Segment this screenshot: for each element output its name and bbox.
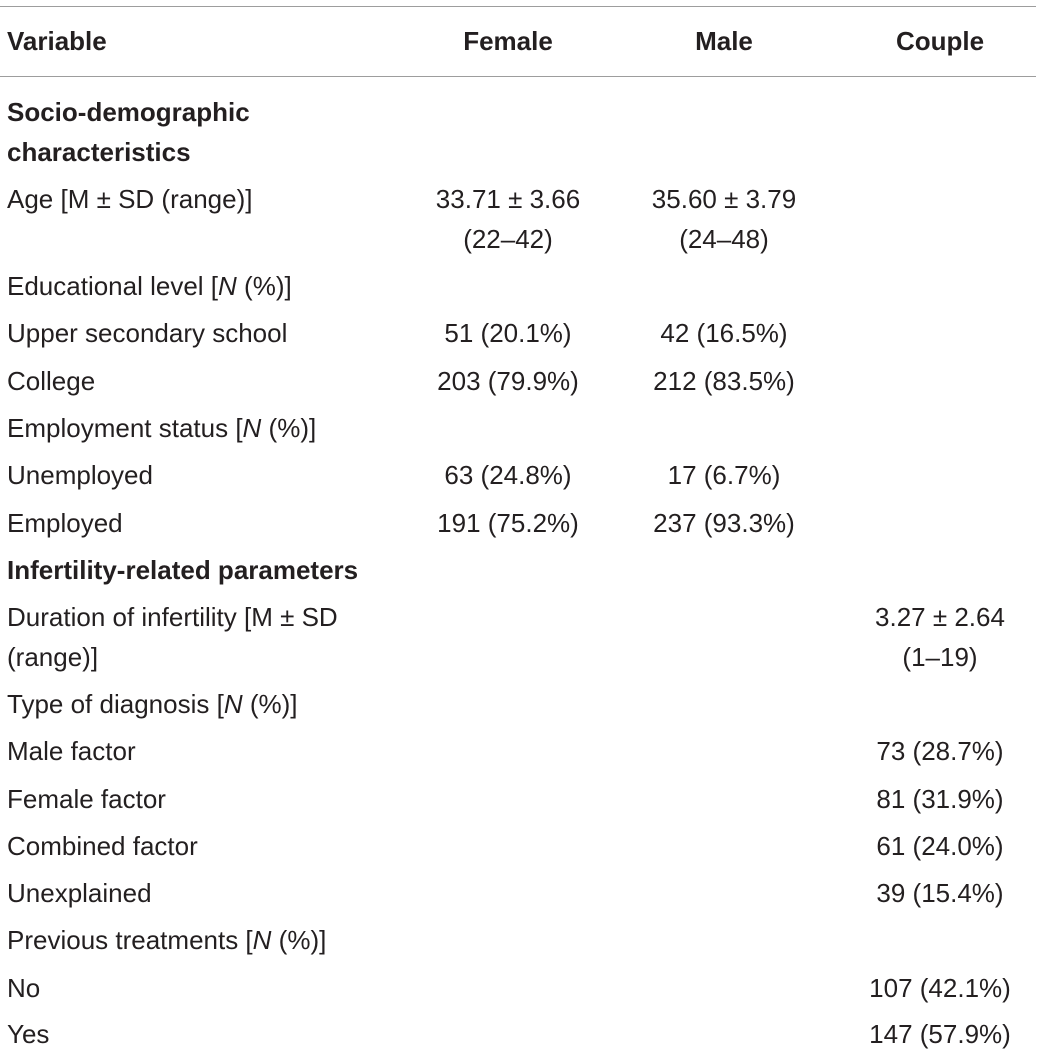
male-value: 237 (93.3%) [653,508,795,538]
male-value: 212 (83.5%) [653,366,795,396]
male-value: 17 (6.7%) [667,460,781,490]
row-label: Type of diagnosis [N (%)] [7,689,298,719]
section-title-line1: Socio-demographic [7,97,250,127]
couple-value: 73 (28.7%) [876,736,1004,766]
row-label: Unexplained [7,878,152,908]
row-label: Employed [7,508,123,538]
female-value: 63 (24.8%) [444,460,572,490]
male-value: 42 (16.5%) [660,318,788,348]
row-label: Female factor [7,784,166,814]
male-range: (24–48) [679,224,769,254]
row-label: College [7,366,96,396]
header-male: Male [695,26,753,56]
row-label: Educational level [N (%)] [7,271,292,301]
female-value: 191 (75.2%) [437,508,579,538]
female-value: 203 (79.9%) [437,366,579,396]
row-label: Duration of infertility [M ± SD [7,602,338,632]
row-label: Age [M ± SD (range)] [7,184,253,214]
row-label-cont: (range)] [7,642,99,672]
couple-value: 61 (24.0%) [876,831,1004,861]
couple-value: 81 (31.9%) [876,784,1004,814]
couple-value: 147 (57.9%) [869,1019,1011,1049]
female-value: 33.71 ± 3.66 [435,184,581,214]
header-variable: Variable [7,26,107,56]
row-label: Unemployed [7,460,153,490]
header-couple: Couple [895,26,985,56]
section-title: Infertility-related parameters [7,555,359,585]
male-value: 35.60 ± 3.79 [651,184,797,214]
row-label: Previous treatments [N (%)] [7,925,327,955]
row-label: No [7,973,41,1003]
header-female: Female [463,26,553,56]
row-label: Yes [7,1019,50,1049]
row-label: Upper secondary school [7,318,288,348]
row-label: Combined factor [7,831,198,861]
row-label: Male factor [7,736,136,766]
female-range: (22–42) [463,224,553,254]
couple-value: 3.27 ± 2.64 [875,602,1005,632]
table-top-rule [0,6,1036,7]
couple-value: 107 (42.1%) [869,973,1011,1003]
table-header-rule [0,76,1036,77]
section-title-line2: characteristics [7,137,191,167]
couple-range: (1–19) [902,642,978,672]
couple-value: 39 (15.4%) [876,878,1004,908]
female-value: 51 (20.1%) [444,318,572,348]
row-label: Employment status [N (%)] [7,413,317,443]
